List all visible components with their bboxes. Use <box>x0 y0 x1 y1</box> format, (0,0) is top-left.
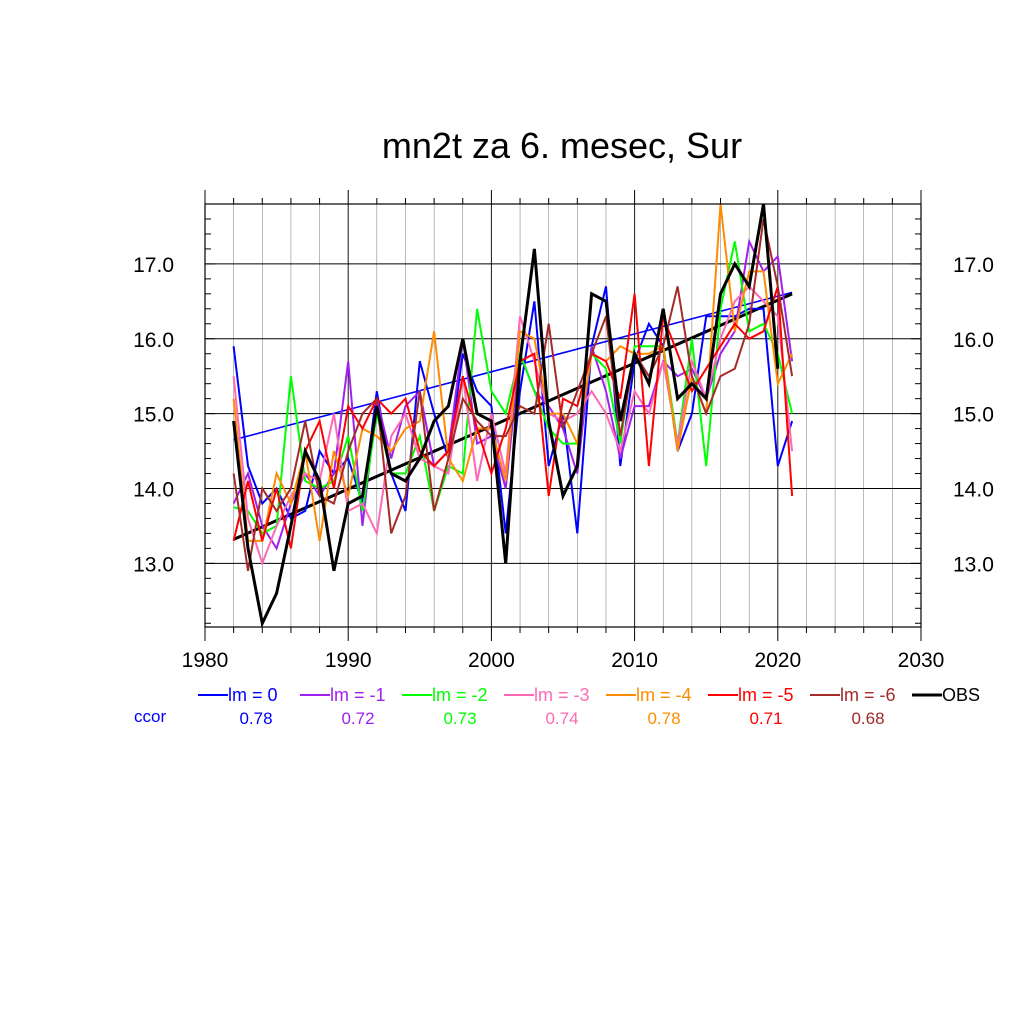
series-line-lm-2 <box>233 241 794 535</box>
ccor-value-lm-4: 0.78 <box>647 709 680 728</box>
ccor-value-lm-3: 0.74 <box>545 709 578 728</box>
y-tick-label-right: 14.0 <box>953 478 994 501</box>
series-lines <box>232 203 794 629</box>
y-tick-label-right: 13.0 <box>953 553 994 576</box>
series-line-lm-6 <box>232 218 794 571</box>
x-tick-label: 2000 <box>468 649 515 672</box>
ccor-value-lm-2: 0.73 <box>443 709 476 728</box>
ccor-value-lm-1: 0.72 <box>341 709 374 728</box>
y-tick-label-left: 17.0 <box>133 254 174 277</box>
ccor-value-lm-5: 0.71 <box>749 709 782 728</box>
series-line-obs <box>232 203 780 629</box>
x-tick-label: 2020 <box>754 649 801 672</box>
legend-label-lm-0: lm = 0 <box>228 685 278 705</box>
y-tick-label-left: 15.0 <box>133 404 174 427</box>
x-tick-label: 2010 <box>611 649 658 672</box>
plot-frame <box>204 203 922 628</box>
legend-label-lm-6: lm = -6 <box>840 685 896 705</box>
ccor-value-lm-6: 0.68 <box>851 709 884 728</box>
legend-label-obs: OBS <box>942 685 980 705</box>
legend-label-lm-4: lm = -4 <box>636 685 692 705</box>
y-tick-label-right: 16.0 <box>953 329 994 352</box>
y-tick-label-left: 16.0 <box>133 329 174 352</box>
ccor-value-lm-0: 0.78 <box>239 709 272 728</box>
x-tick-label: 1990 <box>325 649 372 672</box>
trend-line-lm-0 <box>233 291 793 441</box>
ccor-label: ccor <box>134 707 166 726</box>
x-tick-label: 2030 <box>898 649 945 672</box>
y-tick-label-left: 14.0 <box>133 478 174 501</box>
chart-title: mn2t za 6. mesec, Sur <box>382 125 742 166</box>
legend-label-lm-1: lm = -1 <box>330 685 386 705</box>
axis-tick-labels: 1980 1990 2000 2010 2020 2030 13.0 13.0 14.0 14.0… <box>133 254 994 672</box>
x-tick-label: 1980 <box>182 649 229 672</box>
legend: lm = 0 0.78 lm = -1 0.72 lm = -2 0.73 lm = -3 0… <box>134 685 980 728</box>
axis-ticks <box>204 190 922 641</box>
series-line-lm-5 <box>232 286 794 549</box>
legend-label-lm-3: lm = -3 <box>534 685 590 705</box>
legend-label-lm-5: lm = -5 <box>738 685 794 705</box>
y-tick-label-right: 17.0 <box>953 254 994 277</box>
y-tick-label-right: 15.0 <box>953 404 994 427</box>
y-tick-label-left: 13.0 <box>133 553 174 576</box>
legend-label-lm-2: lm = -2 <box>432 685 488 705</box>
